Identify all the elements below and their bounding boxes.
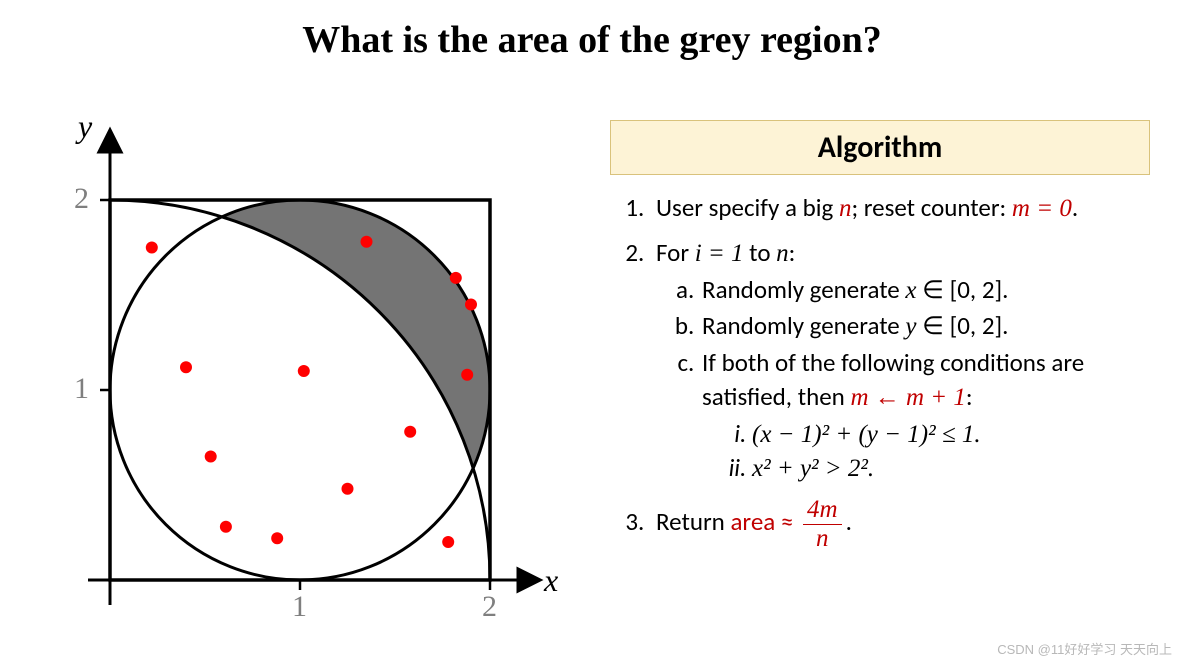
monte-carlo-plot xyxy=(50,110,570,640)
sample-point xyxy=(442,536,454,548)
sample-point xyxy=(298,365,310,377)
text: : xyxy=(966,381,973,412)
cond-i-expr: (x − 1)² + (y − 1)² ≤ 1. xyxy=(752,421,981,448)
cond-ii-expr: x² + y² > 2². xyxy=(752,455,874,482)
algo-cond-i: (x − 1)² + (y − 1)² ≤ 1. xyxy=(752,417,1150,452)
sample-point xyxy=(461,369,473,381)
algorithm-body: User specify a big n; reset counter: m =… xyxy=(610,175,1150,552)
text: . xyxy=(846,506,852,537)
page-title: What is the area of the grey region? xyxy=(0,18,1184,62)
xtick-2: 2 xyxy=(482,590,497,624)
text: ∈ [0, 2]. xyxy=(917,310,1009,341)
denominator: n xyxy=(803,525,842,553)
loop-init: i = 1 xyxy=(695,240,744,267)
algo-step-2b: Randomly generate y ∈ [0, 2]. xyxy=(700,309,1150,344)
sample-point xyxy=(404,426,416,438)
text: ∈ [0, 2]. xyxy=(917,274,1009,305)
text: to xyxy=(744,237,777,268)
sample-point xyxy=(180,361,192,373)
sample-point xyxy=(450,272,462,284)
algo-step-2c: If both of the following conditions are … xyxy=(700,346,1150,486)
ytick-2: 2 xyxy=(74,182,89,216)
text: For xyxy=(656,237,695,268)
text: ; reset counter: xyxy=(851,192,1011,223)
sample-point xyxy=(465,299,477,311)
fraction: 4mn xyxy=(803,496,842,552)
algorithm-header: Algorithm xyxy=(610,120,1150,175)
sample-point xyxy=(205,451,217,463)
figure-area: y x 2 1 1 2 xyxy=(50,110,570,640)
algo-step-2: For i = 1 to n: Randomly generate x ∈ [0… xyxy=(650,236,1150,486)
text: : xyxy=(789,237,796,268)
text: . xyxy=(1072,192,1078,223)
sample-point xyxy=(271,532,283,544)
var-m-init: m = 0 xyxy=(1012,195,1072,222)
loop-n: n xyxy=(776,240,789,267)
y-axis-label: y xyxy=(78,108,92,145)
algo-step-3: Return area ≈ 4mn. xyxy=(650,496,1150,552)
algorithm-panel: Algorithm User specify a big n; reset co… xyxy=(610,120,1150,562)
text: Randomly generate xyxy=(702,310,905,341)
sample-point xyxy=(361,236,373,248)
sample-point xyxy=(342,483,354,495)
x-axis-label: x xyxy=(544,562,558,599)
text: User specify a big xyxy=(656,192,839,223)
area-word: area xyxy=(730,506,775,537)
numerator: 4m xyxy=(803,496,842,525)
sample-point xyxy=(146,242,158,254)
algo-step-2a: Randomly generate x ∈ [0, 2]. xyxy=(700,273,1150,308)
var-x: x xyxy=(905,277,916,304)
var-y: y xyxy=(905,313,916,340)
algo-step-1: User specify a big n; reset counter: m =… xyxy=(650,191,1150,226)
watermark: CSDN @11好好学习 天天向上 xyxy=(997,639,1172,658)
var-n: n xyxy=(839,195,852,222)
ytick-1: 1 xyxy=(74,372,89,406)
xtick-1: 1 xyxy=(292,590,307,624)
sample-point xyxy=(220,521,232,533)
approx: ≈ xyxy=(775,506,799,537)
m-increment: m ← m + 1 xyxy=(850,384,965,411)
text: Return xyxy=(656,506,730,537)
algo-cond-ii: x² + y² > 2². xyxy=(752,451,1150,486)
text: Randomly generate xyxy=(702,274,905,305)
